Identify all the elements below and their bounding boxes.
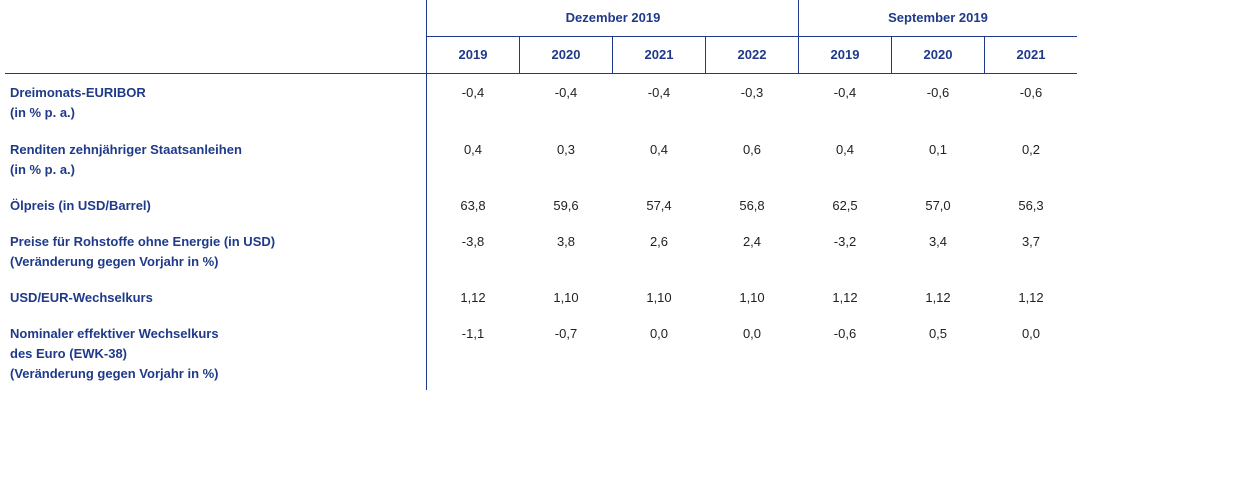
value-cell: 0,4	[463, 142, 483, 157]
value-cell: -3,2	[833, 234, 857, 249]
group-header: September 2019	[888, 10, 988, 25]
value-cell: 1,12	[1018, 290, 1044, 305]
year-header: 2022	[737, 47, 767, 62]
value-cell: 57,0	[925, 198, 951, 213]
value-cell: 62,5	[832, 198, 858, 213]
value-cell: -0,7	[554, 326, 578, 341]
row-label-line: (Veränderung gegen Vorjahr in %)	[10, 366, 219, 381]
row-label: Preise für Rohstoffe ohne Energie (in US…	[10, 232, 420, 272]
row-label-line: des Euro (EWK-38)	[10, 346, 128, 361]
year-header: 2021	[644, 47, 674, 62]
value-cell: -1,1	[461, 326, 485, 341]
divider-year-vertical	[705, 37, 706, 73]
value-cell: 63,8	[460, 198, 486, 213]
row-label-line: (in % p. a.)	[10, 105, 75, 120]
value-cell: -0,4	[554, 85, 578, 100]
value-cell: 56,8	[739, 198, 765, 213]
value-cell: 3,8	[556, 234, 576, 249]
value-cell: -0,6	[926, 85, 950, 100]
row-label: USD/EUR-Wechselkurs	[10, 288, 420, 308]
value-cell: 0,4	[649, 142, 669, 157]
value-cell: -0,4	[833, 85, 857, 100]
value-cell: 3,4	[928, 234, 948, 249]
divider-left-vertical	[426, 0, 427, 390]
year-header: 2020	[923, 47, 953, 62]
value-cell: 0,2	[1021, 142, 1041, 157]
row-label-line: (in % p. a.)	[10, 162, 75, 177]
row-label-line: USD/EUR-Wechselkurs	[10, 290, 153, 305]
divider-year-vertical	[891, 37, 892, 73]
row-label: Renditen zehnjähriger Staatsanleihen (in …	[10, 140, 420, 180]
row-label-line: Ölpreis (in USD/Barrel)	[10, 198, 151, 213]
value-cell: 0,6	[742, 142, 762, 157]
value-cell: 0,0	[742, 326, 762, 341]
value-cell: -0,4	[647, 85, 671, 100]
value-cell: 1,12	[460, 290, 486, 305]
row-label-line: Dreimonats-EURIBOR	[10, 85, 146, 100]
value-cell: 1,12	[925, 290, 951, 305]
row-label-line: Nominaler effektiver Wechselkurs	[10, 326, 219, 341]
value-cell: 0,3	[556, 142, 576, 157]
row-label: Ölpreis (in USD/Barrel)	[10, 196, 420, 216]
row-label-line: Preise für Rohstoffe ohne Energie (in US…	[10, 234, 276, 249]
divider-year-vertical	[984, 37, 985, 73]
value-cell: 0,0	[649, 326, 669, 341]
year-header: 2019	[830, 47, 860, 62]
value-cell: -0,4	[461, 85, 485, 100]
value-cell: 0,1	[928, 142, 948, 157]
divider-year-vertical	[519, 37, 520, 73]
value-cell: 59,6	[553, 198, 579, 213]
value-cell: 2,6	[649, 234, 669, 249]
value-cell: 0,4	[835, 142, 855, 157]
divider-header-bottom	[5, 73, 1077, 74]
value-cell: -0,3	[740, 85, 764, 100]
row-label: Dreimonats-EURIBOR (in % p. a.)	[10, 83, 420, 123]
value-cell: -0,6	[833, 326, 857, 341]
value-cell: 0,0	[1021, 326, 1041, 341]
value-cell: 57,4	[646, 198, 672, 213]
value-cell: 2,4	[742, 234, 762, 249]
year-header: 2019	[458, 47, 488, 62]
value-cell: 1,10	[646, 290, 672, 305]
value-cell: -3,8	[461, 234, 485, 249]
value-cell: 0,5	[928, 326, 948, 341]
value-cell: 56,3	[1018, 198, 1044, 213]
row-label: Nominaler effektiver Wechselkurs des Euro…	[10, 324, 420, 384]
value-cell: 1,10	[553, 290, 579, 305]
value-cell: 3,7	[1021, 234, 1041, 249]
value-cell: 1,12	[832, 290, 858, 305]
row-label-line: (Veränderung gegen Vorjahr in %)	[10, 254, 219, 269]
year-header: 2021	[1016, 47, 1046, 62]
value-cell: -0,6	[1019, 85, 1043, 100]
value-cell: 1,10	[739, 290, 765, 305]
divider-year-vertical	[612, 37, 613, 73]
row-label-line: Renditen zehnjähriger Staatsanleihen	[10, 142, 242, 157]
divider-group-bottom	[426, 36, 1077, 37]
year-header: 2020	[551, 47, 581, 62]
group-header: Dezember 2019	[565, 10, 661, 25]
